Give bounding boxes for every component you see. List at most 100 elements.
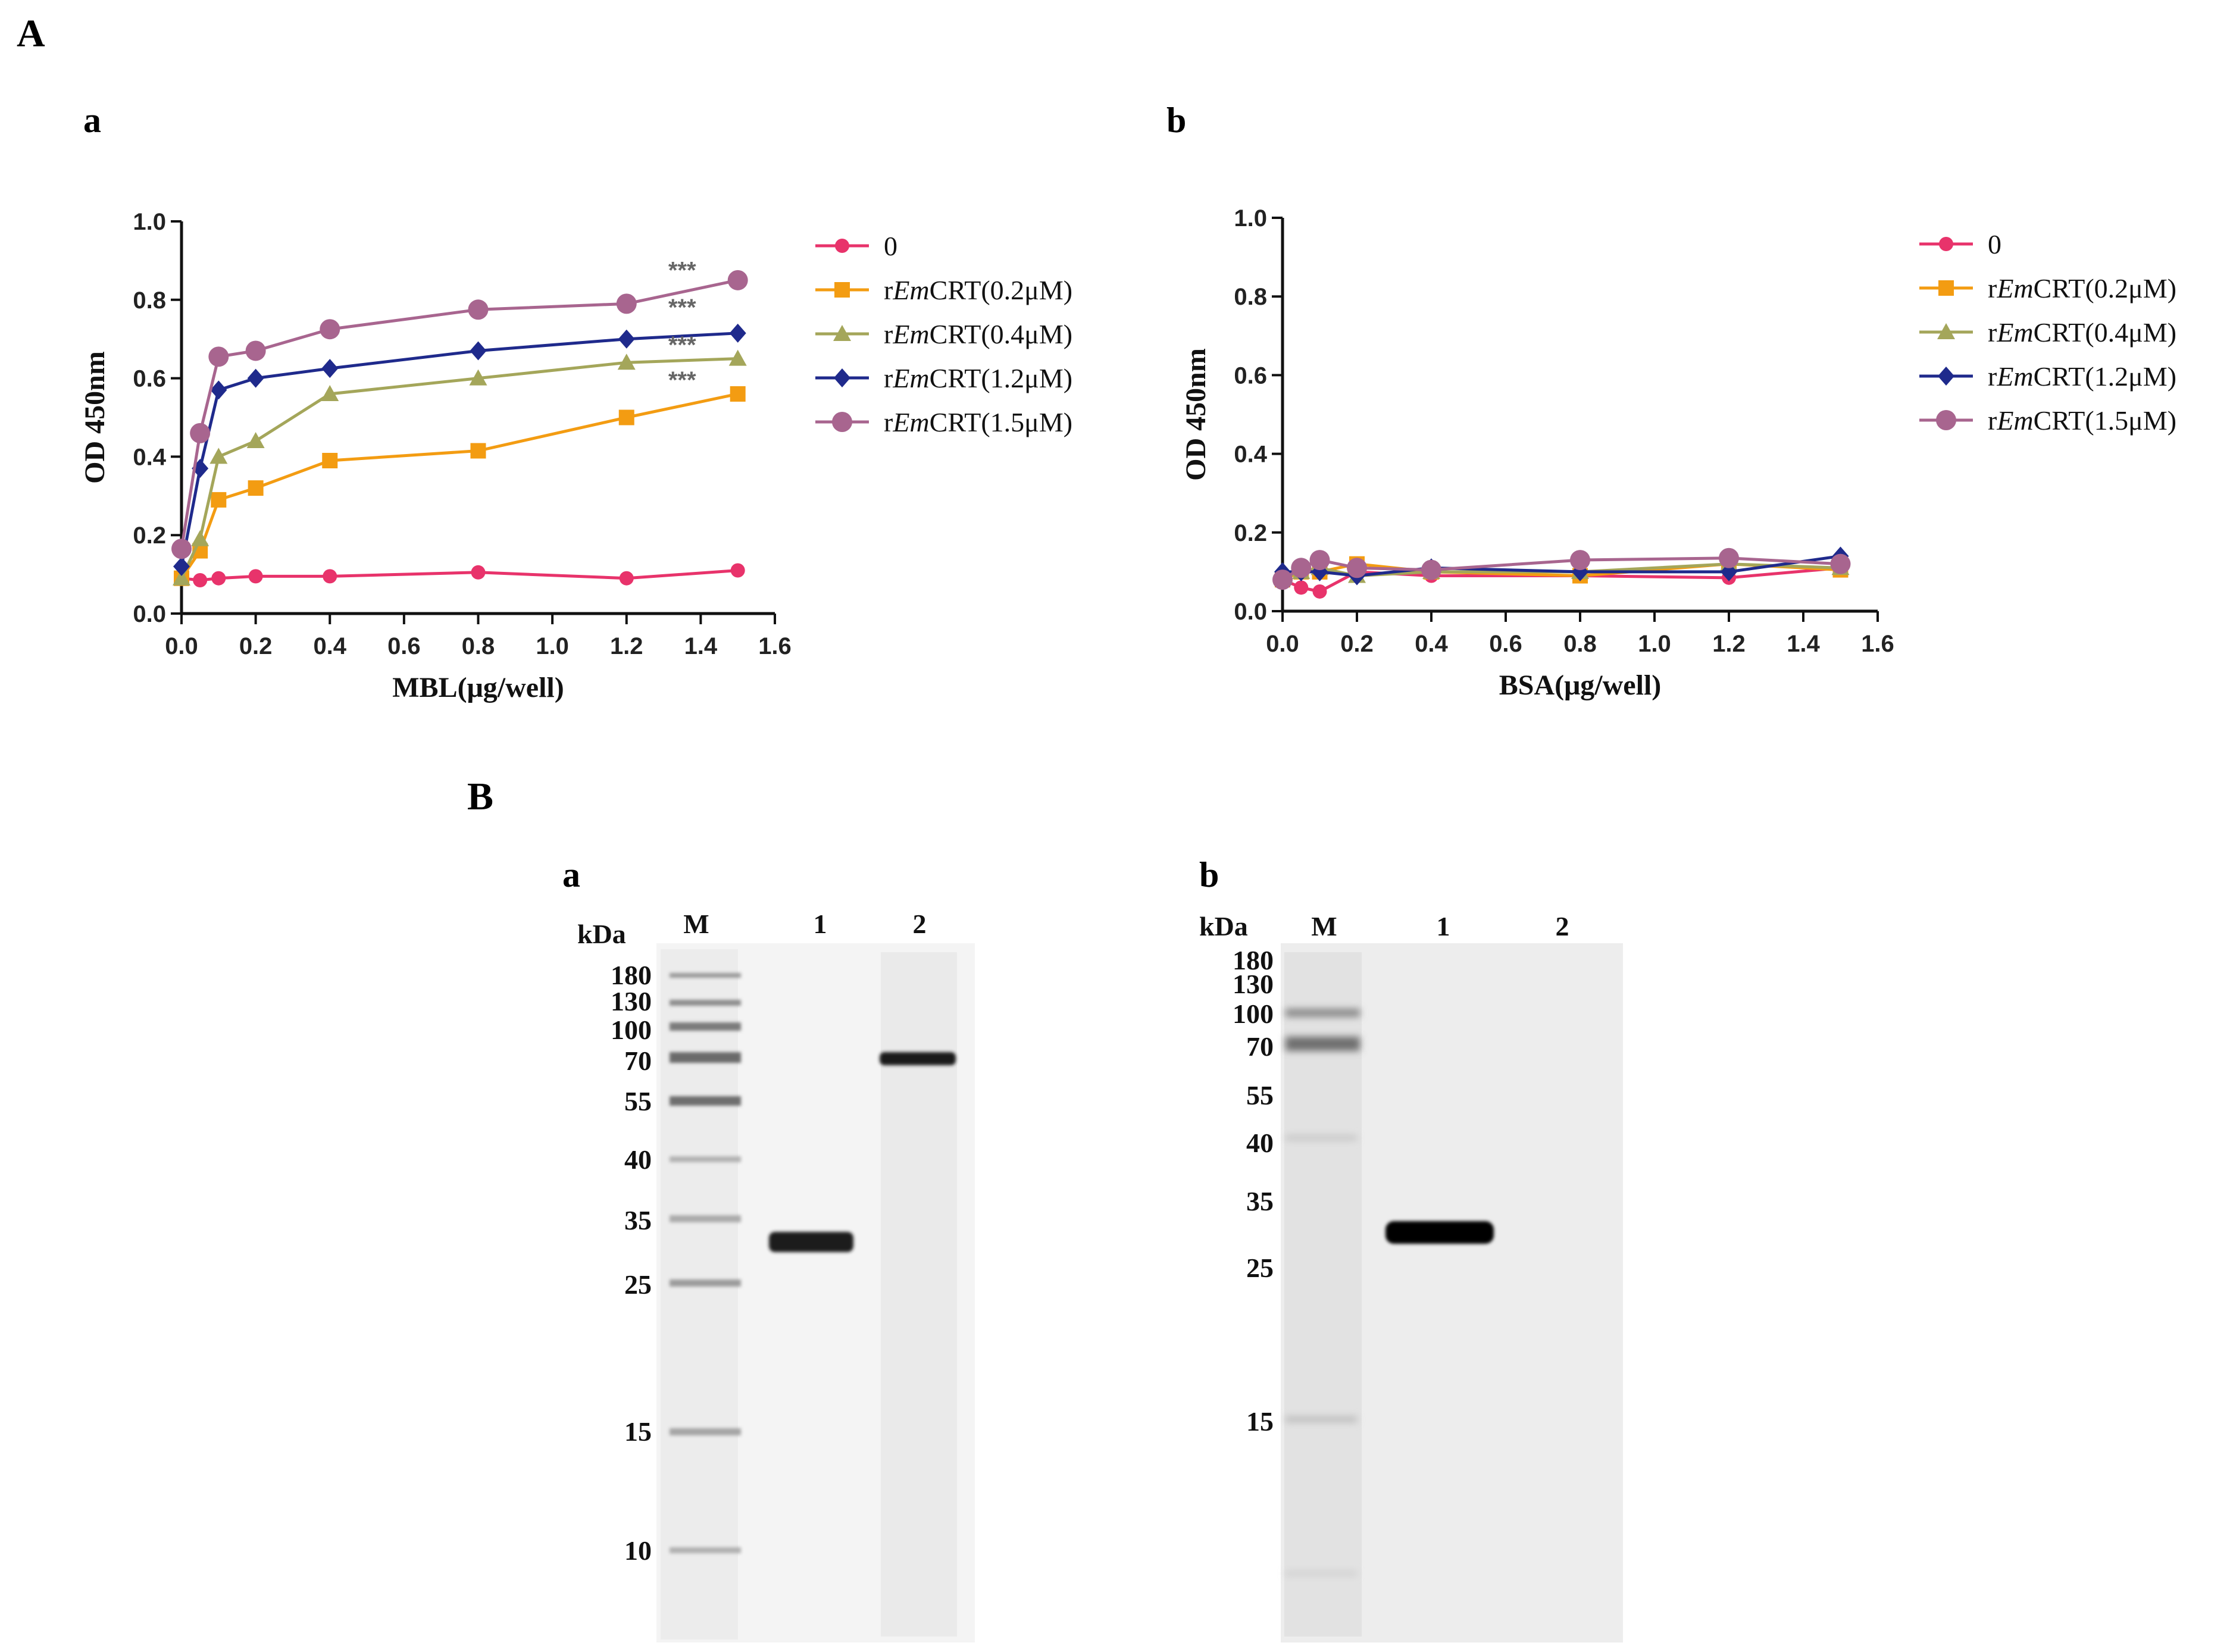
x-tick-label: 1.4 [684, 633, 718, 659]
y-tick-label: 0.6 [133, 366, 166, 392]
marker-label-180: 180 [611, 960, 652, 990]
significance-annotation: *** [668, 258, 696, 284]
legend-chart-b: 0 rEmCRT(0.2μM) rEmCRT(0.4μM) rEmCRT(1.2μM)… [1919, 229, 2176, 436]
y-tick-label: 0.2 [1234, 520, 1267, 546]
data-point [1830, 553, 1851, 574]
panel-label-B: B [467, 775, 493, 818]
data-point [1309, 550, 1330, 571]
legend-item: rEmCRT(1.5μM) [815, 407, 1072, 437]
ladder-band-15 [670, 1428, 741, 1435]
x-tick-label: 1.6 [1861, 631, 1894, 657]
marker-label-35: 35 [624, 1205, 652, 1235]
marker-label-15: 15 [624, 1416, 652, 1447]
x-tick-label: 0.0 [165, 633, 198, 659]
data-point [173, 556, 190, 576]
legend-label: 0 [884, 231, 897, 261]
legend-swatch-marker [1939, 237, 1953, 251]
series-line [180, 331, 738, 567]
marker-label-15: 15 [1246, 1406, 1274, 1437]
legend-swatch-marker [834, 282, 850, 298]
legend-swatch-marker [1937, 323, 1955, 339]
chart-mbl-binding: 0.0 0.2 0.4 0.6 0.8 1.0 0.0 0.2 0.4 0.6 0.8 1.0 1.2 1… [79, 209, 792, 703]
legend-label: rEmCRT(1.2μM) [1988, 361, 2176, 392]
data-point [617, 353, 636, 370]
legend-item: rEmCRT(0.4μM) [1919, 317, 2176, 348]
data-point [730, 563, 745, 578]
legend-label-italic: Em [892, 363, 929, 393]
x-tick-label: 0.2 [1340, 631, 1374, 657]
data-point [210, 380, 227, 400]
gel-b-lane-2: 2 [1556, 911, 1569, 941]
legend-chart-a: 0 rEmCRT(0.2μM) rEmCRT(0.4μM) rEmCRT(1.2μM)… [815, 231, 1072, 437]
legend-item: rEmCRT(1.5μM) [1919, 405, 2176, 436]
legend-label-italic: Em [892, 319, 929, 349]
data-point [1347, 558, 1367, 578]
data-point [1312, 584, 1327, 599]
legend-label: rEmCRT(1.2μM) [884, 363, 1072, 393]
data-point [246, 432, 265, 449]
legend-item: rEmCRT(0.2μM) [1919, 273, 2176, 304]
gel-a-lane-2: 2 [913, 909, 927, 939]
legend-swatch-marker [1938, 280, 1954, 296]
data-point [468, 299, 489, 320]
data-point [618, 409, 634, 425]
legend-label: rEmCRT(1.5μM) [1988, 405, 2176, 436]
marker-label-55: 55 [1246, 1080, 1274, 1110]
data-point [247, 368, 264, 388]
marker-label-130: 130 [611, 986, 652, 1016]
data-point [619, 571, 634, 586]
x-tick-label: 0.6 [1489, 631, 1522, 657]
data-point [1719, 547, 1739, 568]
ladder-b-band-faint [1286, 1571, 1357, 1576]
series-line [181, 569, 738, 582]
x-tick-label: 1.0 [1638, 631, 1671, 657]
data-point [211, 492, 227, 508]
data-point [727, 270, 748, 290]
gel-a-unit: kDa [577, 919, 626, 949]
marker-label-100: 100 [1233, 999, 1274, 1029]
data-point [321, 359, 339, 378]
panel-label-Ab: b [1166, 101, 1186, 140]
marker-label-35: 35 [1246, 1186, 1274, 1216]
y-axis-label: OD 450nm [79, 351, 111, 484]
series-line [180, 392, 739, 580]
y-tick-label: 0.0 [1234, 599, 1267, 625]
data-point [729, 323, 746, 343]
x-tick-label: 1.0 [536, 633, 569, 659]
significance-annotation: *** [668, 367, 696, 393]
series-line [180, 357, 738, 579]
data-point [248, 480, 264, 496]
marker-label-180: 180 [1233, 945, 1274, 975]
series-0 [174, 563, 745, 587]
series-4 [1272, 547, 1851, 590]
legend-item: 0 [1919, 229, 2001, 259]
legend-label-italic: Em [1996, 361, 2033, 392]
legend-label: rEmCRT(0.2μM) [884, 275, 1072, 305]
ladder-band-70 [670, 1052, 741, 1063]
data-point [321, 384, 339, 401]
legend-label-italic: Em [1996, 273, 2033, 304]
x-tick-label: 0.8 [462, 633, 495, 659]
panel-label-Bb: b [1199, 855, 1219, 894]
x-tick-label: 0.4 [313, 633, 346, 659]
ladder-band-40 [670, 1156, 741, 1162]
y-tick-label: 0.8 [1234, 284, 1267, 310]
gel-a-lane1-band [769, 1232, 853, 1252]
data-point [211, 571, 226, 586]
x-tick-label: 0.2 [239, 633, 273, 659]
gel-b-marker-lane [1284, 952, 1362, 1637]
x-tick-label: 0.8 [1563, 631, 1597, 657]
data-point [208, 346, 229, 367]
legend-label: rEmCRT(0.4μM) [1988, 317, 2176, 348]
gel-a-lane2-band [880, 1052, 956, 1065]
legend-item: rEmCRT(1.2μM) [1919, 361, 2176, 392]
gel-b-lane1-band [1385, 1221, 1494, 1244]
data-point [248, 569, 263, 584]
ladder-b-band-15 [1286, 1416, 1357, 1422]
data-point [193, 572, 208, 587]
panel-label-Aa: a [83, 101, 101, 140]
